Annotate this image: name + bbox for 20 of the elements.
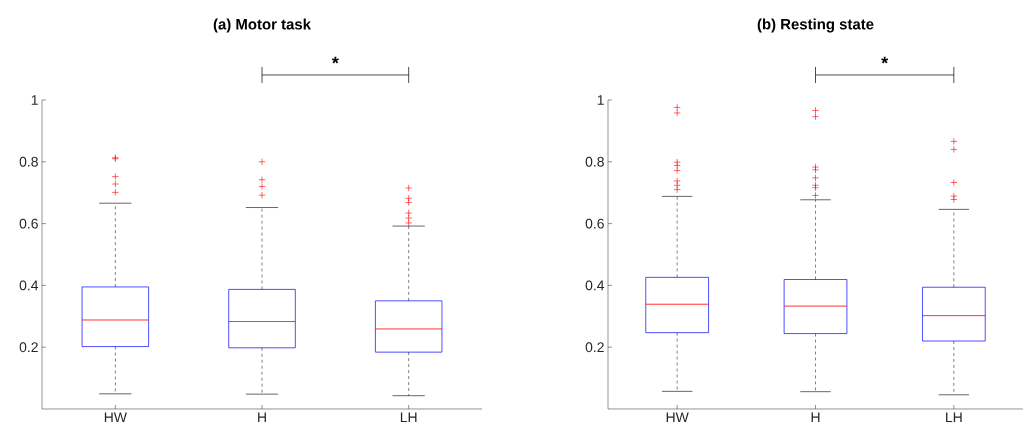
y-tick-label: 1: [31, 95, 38, 105]
y-tick-label: 0.2: [585, 342, 604, 353]
x-tick-label: H: [811, 412, 820, 423]
y-tick-label: 0.6: [585, 218, 604, 229]
text: *: [331, 56, 339, 64]
y-tick-label: 0.8: [19, 156, 38, 167]
y-tick-label: 0.6: [19, 218, 38, 229]
y-tick-label: 0.4: [19, 280, 39, 291]
text: *: [881, 56, 889, 64]
chart-title: (b) Resting state: [757, 18, 874, 33]
x-tick-label: H: [258, 412, 266, 423]
x-tick-label: HW: [666, 412, 689, 423]
chart-title: (a) Motor task: [213, 18, 311, 33]
y-tick-label: 0.8: [585, 156, 604, 167]
x-tick-label: HW: [104, 412, 127, 423]
y-tick-label: 1: [597, 95, 604, 105]
x-tick-label: LH: [946, 412, 962, 423]
y-tick-label: 0.2: [19, 342, 38, 353]
y-tick-label: 0.4: [585, 280, 605, 291]
x-tick-label: LH: [400, 412, 417, 423]
